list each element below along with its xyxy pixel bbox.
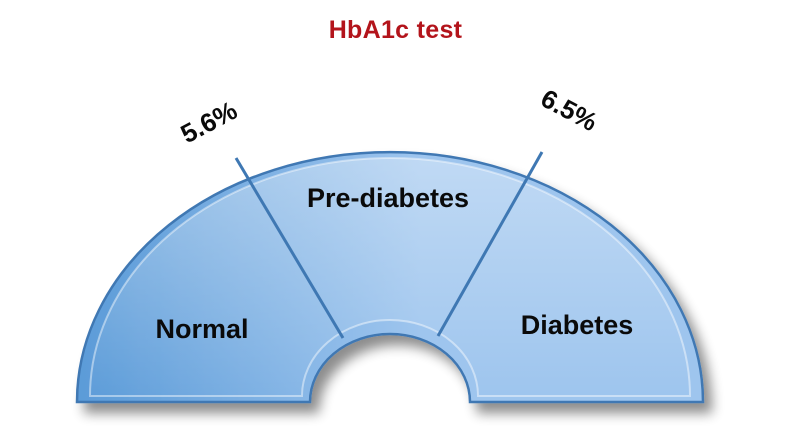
divider-normal-prediabetes bbox=[234, 157, 345, 339]
threshold-label-high: 6.5% bbox=[536, 83, 602, 137]
segment-label-normal: Normal bbox=[155, 314, 248, 344]
gauge-bevel bbox=[88, 157, 692, 397]
segment-label-diabetes: Diabetes bbox=[521, 310, 634, 340]
diagram-title: HbA1c test bbox=[328, 16, 463, 44]
divider-prediabetes-diabetes bbox=[436, 151, 544, 337]
segment-label-prediabetes: Pre-diabetes bbox=[307, 183, 469, 213]
threshold-label-low: 5.6% bbox=[176, 95, 242, 149]
